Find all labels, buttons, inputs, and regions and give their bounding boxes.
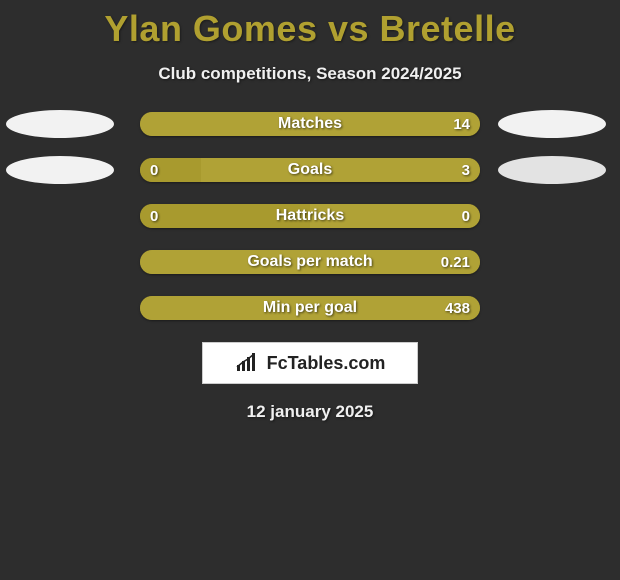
bar-right-fill	[140, 112, 480, 136]
value-left: 0	[150, 158, 158, 182]
page-title: Ylan Gomes vs Bretelle	[104, 8, 515, 50]
value-right: 0.21	[441, 250, 470, 274]
value-left: 0	[150, 204, 158, 228]
value-right: 0	[462, 204, 470, 228]
value-right: 3	[462, 158, 470, 182]
stat-row: 14Matches	[0, 112, 620, 136]
player-right-pill	[498, 110, 606, 138]
value-right: 14	[453, 112, 470, 136]
bars-icon	[235, 353, 261, 373]
bar-right-fill	[310, 204, 480, 228]
subtitle: Club competitions, Season 2024/2025	[158, 64, 461, 84]
brand-badge[interactable]: FcTables.com	[202, 342, 418, 384]
stat-bar: 0.21Goals per match	[140, 250, 480, 274]
stat-row: 03Goals	[0, 158, 620, 182]
stat-row: 00Hattricks	[0, 204, 620, 228]
stat-bar: 00Hattricks	[140, 204, 480, 228]
bar-left-fill	[140, 204, 310, 228]
stat-bar: 14Matches	[140, 112, 480, 136]
bar-right-fill	[201, 158, 480, 182]
bar-right-fill	[140, 296, 480, 320]
player-left-pill	[6, 156, 114, 184]
brand-text: FcTables.com	[267, 353, 386, 374]
stat-row: 438Min per goal	[0, 296, 620, 320]
player-right-pill	[498, 156, 606, 184]
stat-row: 0.21Goals per match	[0, 250, 620, 274]
stat-bar: 03Goals	[140, 158, 480, 182]
bar-right-fill	[140, 250, 480, 274]
date-text: 12 january 2025	[247, 402, 374, 422]
value-right: 438	[445, 296, 470, 320]
stat-bar: 438Min per goal	[140, 296, 480, 320]
comparison-chart: 14Matches03Goals00Hattricks0.21Goals per…	[0, 112, 620, 320]
player-left-pill	[6, 110, 114, 138]
